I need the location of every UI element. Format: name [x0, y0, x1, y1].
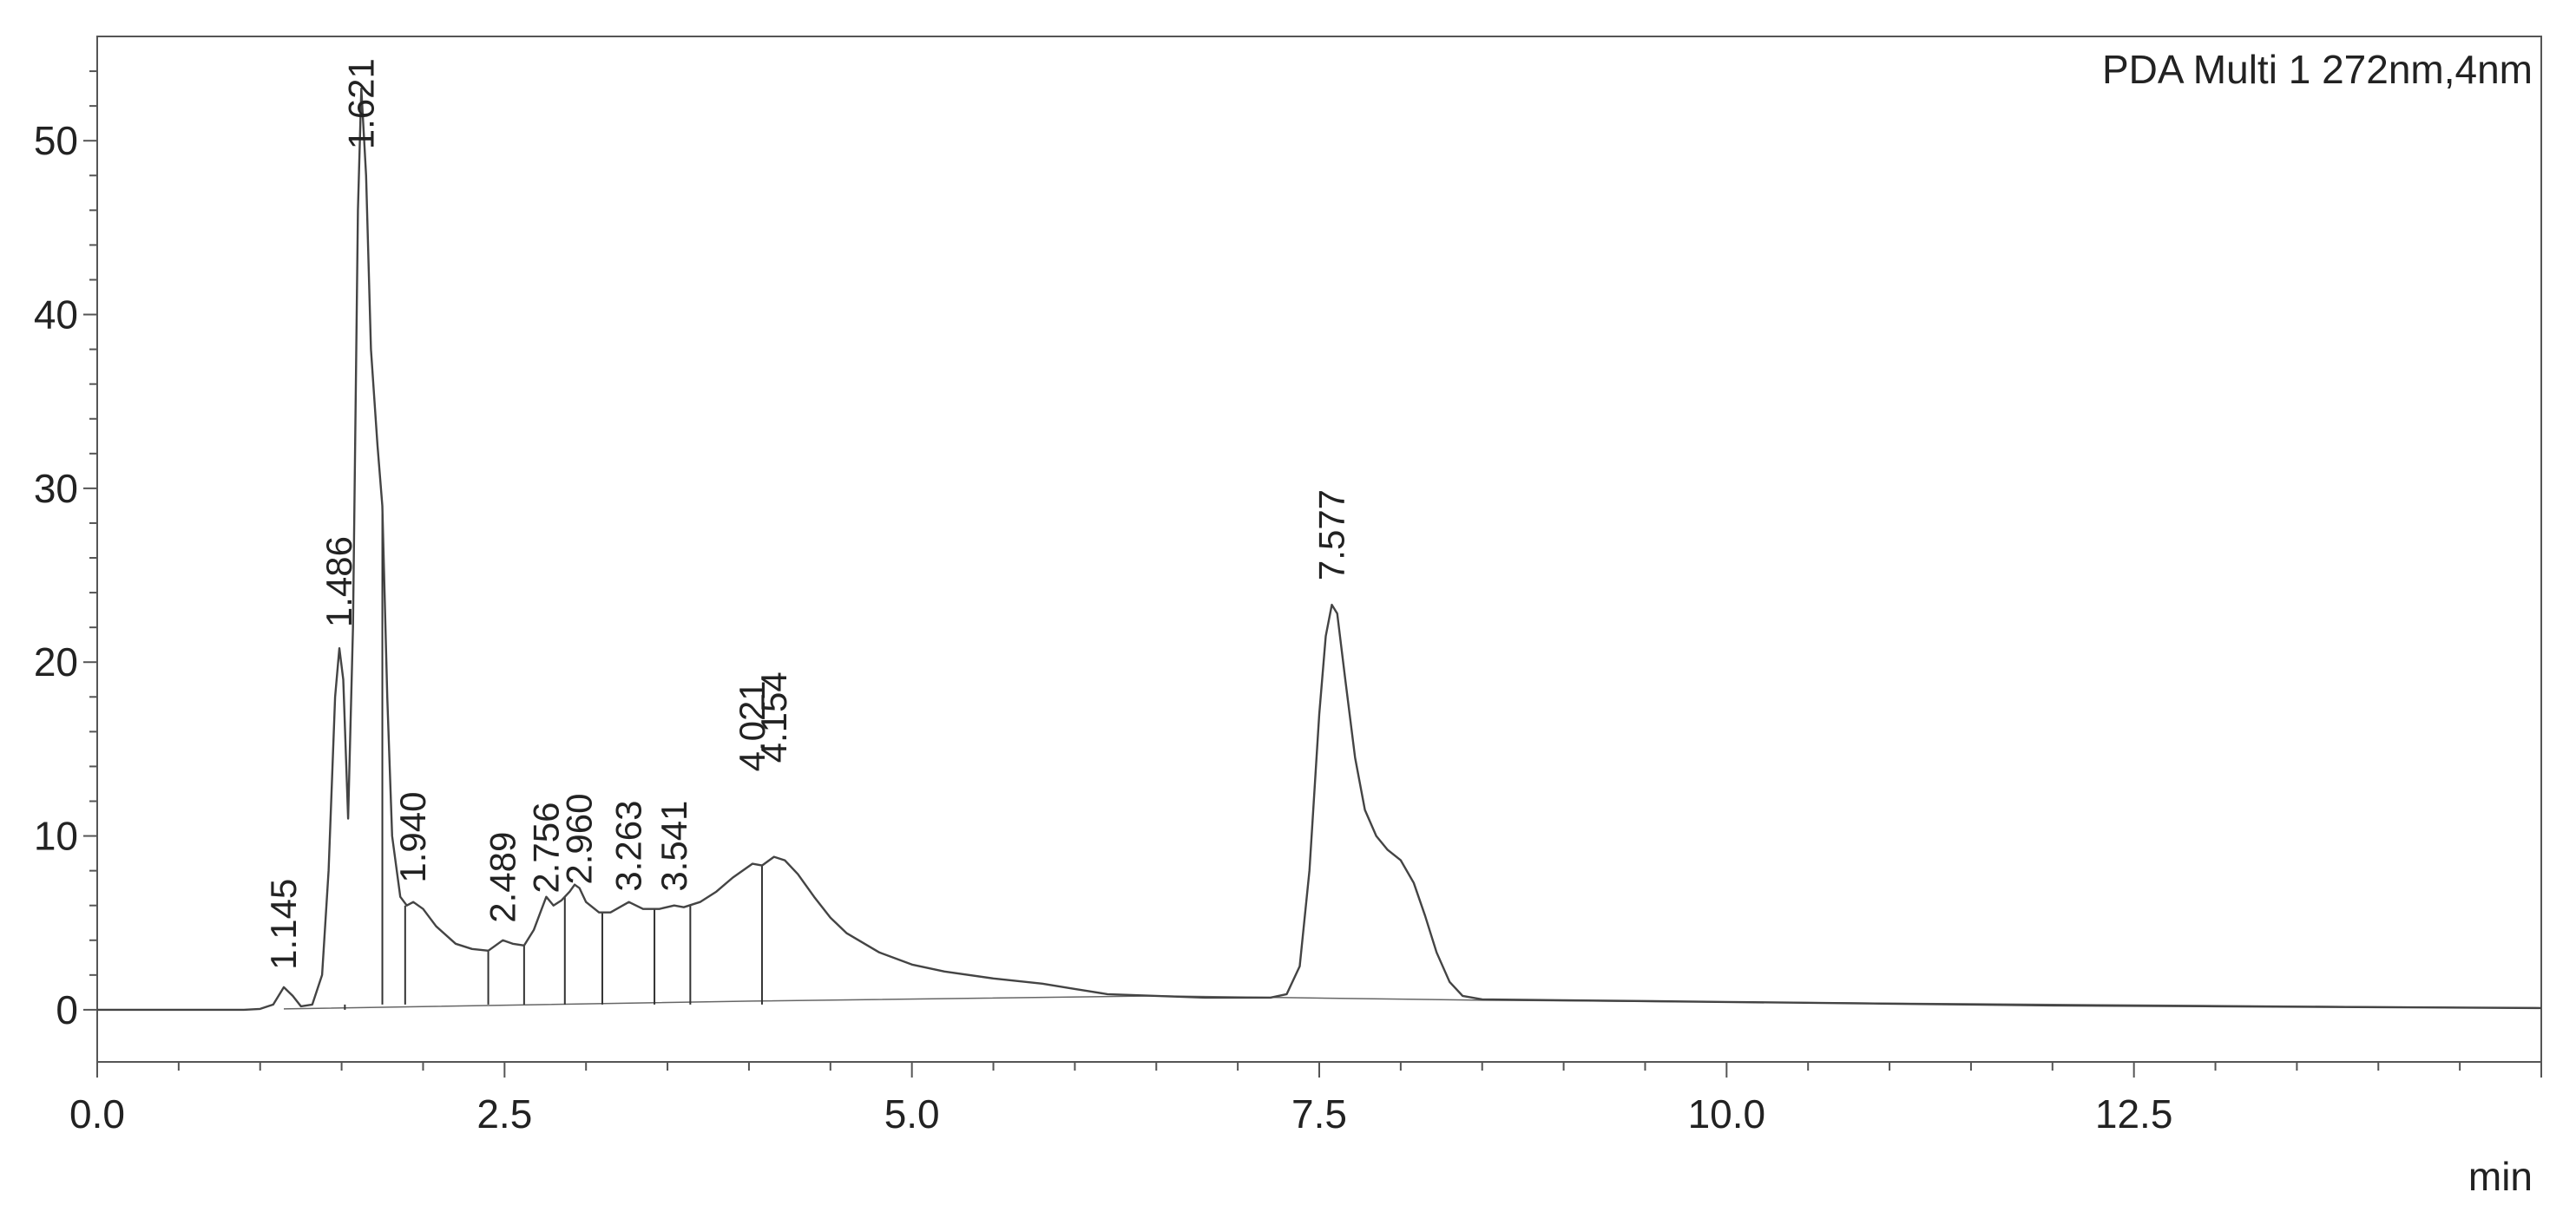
x-tick-label: 10.0 [1688, 1091, 1766, 1137]
peak-label-3.263: 3.263 [608, 801, 649, 892]
peak-label-2.489: 2.489 [482, 832, 522, 923]
y-tick-label: 20 [34, 639, 78, 685]
y-tick-label: 40 [34, 292, 78, 337]
x-axis-title: min [2468, 1154, 2533, 1199]
y-tick-label: 0 [56, 987, 78, 1032]
peak-label-4.154: 4.154 [753, 672, 794, 763]
peak-label-1.621: 1.621 [340, 58, 381, 149]
y-tick-label: 50 [34, 118, 78, 163]
x-axis: 0.0 2.5 5.0 7.5 10.0 12.5 [69, 1062, 2542, 1137]
peak-label-1.145: 1.145 [263, 879, 304, 970]
y-tick-label: 30 [34, 466, 78, 511]
peak-marker-layer [344, 505, 763, 1010]
peak-label-1.486: 1.486 [319, 536, 359, 627]
x-tick-label: 5.0 [884, 1091, 940, 1137]
series-line-0 [97, 87, 2542, 1012]
x-tick-label: 7.5 [1291, 1091, 1347, 1137]
peak-label-3.541: 3.541 [654, 801, 694, 892]
series-layer [97, 87, 2542, 1012]
peak-label-1.940: 1.940 [392, 792, 433, 883]
x-tick-label: 0.0 [69, 1091, 125, 1137]
x-tick-label: 12.5 [2095, 1091, 2173, 1137]
x-tick-label: 2.5 [476, 1091, 532, 1137]
peak-label-2.960: 2.960 [559, 794, 600, 885]
y-tick-label: 10 [34, 814, 78, 859]
peak-label-2.756: 2.756 [525, 803, 566, 894]
y-axis: 0 10 20 30 40 50 [34, 70, 97, 1032]
chart-title: PDA Multi 1 272nm,4nm [2102, 47, 2533, 92]
peak-label-7.577: 7.577 [1311, 489, 1351, 580]
peak-label-4.021: 4.021 [732, 680, 772, 771]
